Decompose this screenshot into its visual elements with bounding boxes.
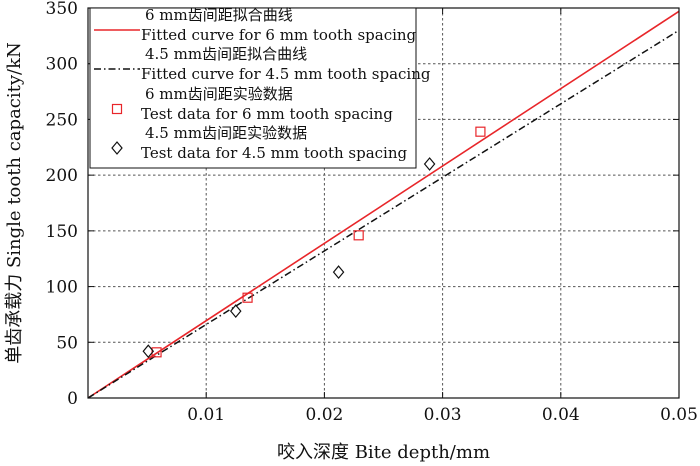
legend-entry-label-en: Test data for 6 mm tooth spacing [141,105,393,123]
data-point-series-3 [475,126,486,137]
legend-entry-label-en: Fitted curve for 6 mm tooth spacing [141,26,417,44]
y-tick-label: 100 [46,278,78,298]
data-point-series-4 [142,344,155,359]
y-tick-label: 50 [56,333,78,353]
legend-entry-label: 4.5 mm齿间距实验数据 [145,124,307,142]
x-tick-label: 0.02 [305,405,343,425]
data-point-series-4 [423,157,436,171]
legend-entry-label: 6 mm齿间距拟合曲线 [145,6,293,24]
series-line-1 [87,10,680,399]
legend: 6 mm齿间距拟合曲线 Fitted curve for 6 mm tooth s… [89,6,431,169]
data-point-series-4 [332,265,345,280]
data-point-series-3 [242,292,253,303]
legend-entry-label: 4.5 mm齿间距拟合曲线 [145,45,307,63]
x-tick-label: 0.01 [187,405,225,425]
y-axis-title: 单齿承载力 Single tooth capacity/kN [4,42,25,364]
legend-box [89,7,417,169]
x-axis-title: 咬入深度 Bite depth/mm [277,442,490,463]
x-tick-label: 0.05 [660,405,698,425]
y-tick-label: 150 [46,222,78,242]
x-tick-label: 0.03 [424,405,462,425]
legend-marker-symbol [111,103,123,115]
legend-entry-label: 6 mm齿间距实验数据 [145,85,293,103]
series-layer [87,10,680,399]
y-tick-label: 0 [67,389,78,409]
y-tick-label: 250 [46,110,78,130]
x-tick-label: 0.04 [542,405,580,425]
legend-entry-label-en: Fitted curve for 4.5 mm tooth spacing [141,65,431,83]
legend-entry-label-en: Test data for 4.5 mm tooth spacing [141,144,408,162]
data-point-series-4 [229,304,242,319]
legend-marker-symbol [111,141,123,155]
data-point-series-3 [353,230,364,241]
y-tick-label: 300 [46,55,78,75]
series-line-2 [87,29,680,399]
y-tick-label: 350 [46,0,78,19]
y-tick-label: 200 [46,166,78,186]
tick-labels: 0.01 0.02 0.03 0.04 0.05 0 50 100 150 200 250 300 35… [46,0,698,425]
